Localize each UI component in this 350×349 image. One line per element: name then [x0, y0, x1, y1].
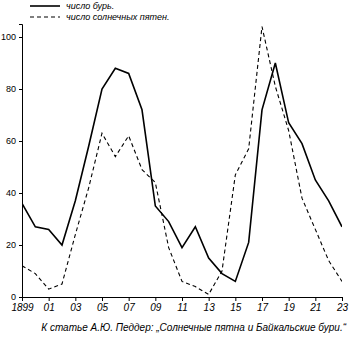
x-tick-label: 01	[44, 302, 55, 313]
x-tick: 13	[204, 297, 216, 313]
y-tick-label: 60	[6, 136, 16, 146]
x-tick-label: 15	[230, 302, 242, 313]
caption: К статье А.Ю. Педдер: „Солнечные пятна и…	[41, 322, 346, 333]
x-tick-label: 17	[257, 302, 269, 313]
x-tick-mark	[262, 297, 263, 301]
x-tick: 07	[124, 297, 136, 313]
x-tick-mark	[235, 297, 236, 301]
series-line	[22, 27, 342, 295]
y-tick-mark	[19, 141, 22, 142]
legend-label: число бурь.	[66, 1, 114, 11]
y-tick-label: 40	[6, 188, 16, 198]
x-tick-label: 07	[124, 302, 136, 313]
x-tick: 11	[177, 297, 187, 313]
y-tick-label: 100	[1, 32, 16, 42]
y-axis: 0 20 40 60 80 100	[1, 25, 23, 303]
x-tick-mark	[342, 297, 343, 301]
x-tick-label: 23	[336, 302, 349, 313]
y-tick: 80	[6, 84, 22, 94]
y-tick-mark	[19, 193, 22, 194]
x-tick-mark	[129, 297, 130, 301]
y-tick-label: 80	[6, 84, 16, 94]
x-tick: 17	[257, 297, 269, 313]
x-tick: 01	[44, 297, 55, 313]
y-tick-mark	[19, 297, 22, 298]
x-tick-mark	[315, 297, 316, 301]
x-tick-mark	[182, 297, 183, 301]
y-axis-line	[19, 25, 23, 298]
x-tick-mark	[49, 297, 50, 301]
x-tick-mark	[209, 297, 210, 301]
y-tick-mark	[19, 37, 22, 38]
y-tick-mark	[19, 89, 22, 90]
x-tick: 21	[309, 297, 321, 313]
x-axis-line	[23, 298, 343, 302]
x-tick-mark	[102, 297, 103, 301]
legend: число бурь.число солнечных пятен.	[30, 1, 170, 22]
x-tick-label: 19	[284, 302, 296, 313]
x-tick-mark	[155, 297, 156, 301]
y-tick: 60	[6, 136, 22, 146]
chart: 1899 01 03 05 07 09 11 13 15 17 19 21 23 0 20 40 60 80 100…	[0, 0, 350, 349]
x-tick-label: 13	[204, 302, 216, 313]
legend-label: число солнечных пятен.	[66, 12, 170, 22]
y-tick: 20	[6, 240, 22, 250]
x-tick-label: 05	[97, 302, 109, 313]
x-tick: 19	[284, 297, 296, 313]
y-tick: 0	[11, 292, 22, 302]
x-tick: 09	[150, 297, 162, 313]
x-tick-label: 11	[177, 302, 187, 313]
y-tick-label: 20	[6, 240, 16, 250]
x-tick-label: 1899	[11, 302, 34, 313]
x-tick-label: 21	[309, 302, 321, 313]
y-tick-mark	[19, 245, 22, 246]
y-tick-label: 0	[11, 292, 16, 302]
x-tick-mark	[289, 297, 290, 301]
y-tick: 40	[6, 188, 22, 198]
x-tick-label: 09	[150, 302, 162, 313]
plot-area	[22, 27, 342, 295]
x-tick: 05	[97, 297, 109, 313]
x-tick-mark	[75, 297, 76, 301]
series-line	[22, 63, 342, 281]
x-tick: 23	[336, 297, 349, 313]
x-tick: 03	[70, 297, 82, 313]
y-tick: 100	[1, 32, 22, 42]
legend-symbol	[30, 5, 60, 7]
x-tick: 15	[230, 297, 242, 313]
legend-symbol	[30, 16, 60, 17]
x-tick-label: 03	[70, 302, 82, 313]
x-axis: 1899 01 03 05 07 09 11 13 15 17 19 21 23	[11, 297, 348, 313]
